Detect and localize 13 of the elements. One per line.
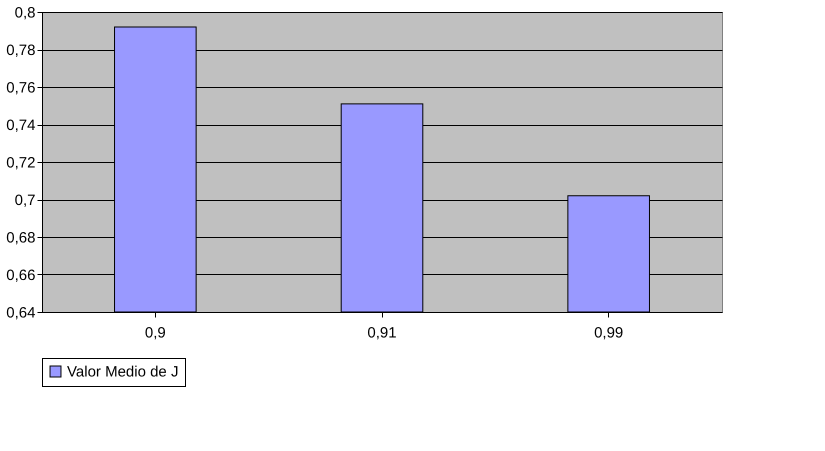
y-tick-label: 0,78 xyxy=(6,42,36,59)
legend-label: Valor Medio de J xyxy=(67,364,178,380)
y-tick-label: 0,76 xyxy=(6,80,36,96)
x-tick-label: 0,91 xyxy=(367,324,397,342)
x-tick-label: 0,99 xyxy=(594,324,624,342)
y-tick-label: 0,68 xyxy=(6,230,36,246)
x-tick-label: 0,9 xyxy=(144,324,166,342)
y-tick-label: 0,72 xyxy=(6,154,36,172)
y-tick-label: 0,8 xyxy=(14,4,36,22)
y-tick-label: 0,7 xyxy=(14,192,36,209)
y-tick-label: 0,66 xyxy=(6,267,36,284)
y-tick-label: 0,74 xyxy=(6,117,36,134)
y-tick-label: 0,64 xyxy=(6,304,36,322)
